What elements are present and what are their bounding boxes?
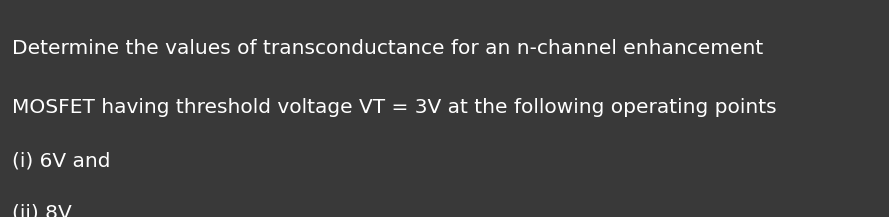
Text: MOSFET having threshold voltage VT = 3V at the following operating points: MOSFET having threshold voltage VT = 3V … xyxy=(12,98,776,117)
Text: (i) 6V and: (i) 6V and xyxy=(12,152,110,171)
Text: (ii) 8V: (ii) 8V xyxy=(12,204,71,217)
Text: Determine the values of transconductance for an n-channel enhancement: Determine the values of transconductance… xyxy=(12,39,763,58)
